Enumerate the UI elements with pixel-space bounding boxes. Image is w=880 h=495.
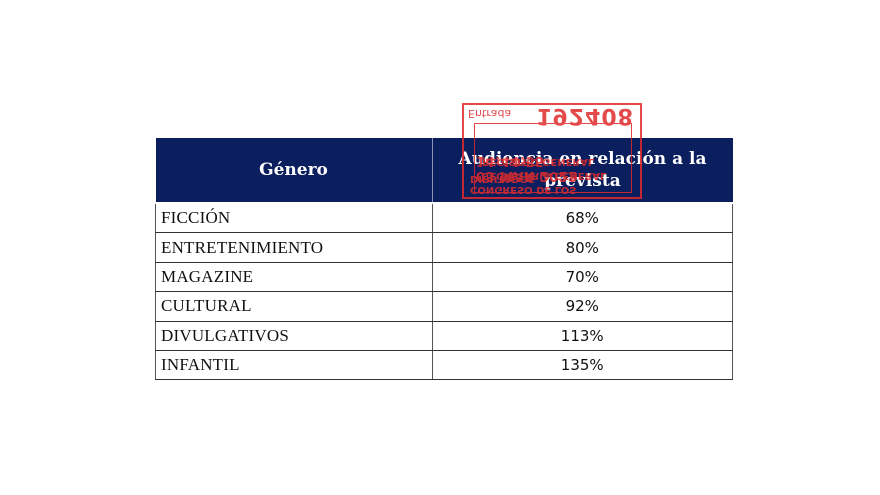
genre-audience-table: Género Audiencia en relación a la previs… bbox=[155, 138, 733, 381]
table-row: DIVULGATIVOS 113% bbox=[155, 321, 733, 351]
audience-cell: 70% bbox=[432, 262, 733, 293]
table-row: ENTRETENIMIENTO 80% bbox=[155, 232, 733, 263]
audience-cell: 80% bbox=[432, 232, 733, 263]
header-audience: Audiencia en relación a la prevista bbox=[432, 138, 733, 203]
genre-cell: CULTURAL bbox=[155, 291, 433, 322]
header-genre: Género bbox=[155, 138, 433, 203]
table-row: FICCIÓN 68% bbox=[155, 202, 733, 234]
genre-cell: MAGAZINE bbox=[155, 262, 433, 293]
genre-cell: INFANTIL bbox=[155, 350, 433, 381]
table-row: MAGAZINE 70% bbox=[155, 262, 733, 293]
table-row: INFANTIL 135% bbox=[155, 350, 733, 381]
audience-cell: 113% bbox=[432, 321, 733, 351]
table-header-row: Género Audiencia en relación a la previs… bbox=[155, 138, 733, 203]
table-row: CULTURAL 92% bbox=[155, 291, 733, 322]
stamp-number: 192408 bbox=[536, 103, 634, 128]
audience-cell: 68% bbox=[432, 202, 733, 234]
stamp-label: Entrada bbox=[468, 107, 512, 120]
audience-cell: 92% bbox=[432, 291, 733, 322]
genre-cell: FICCIÓN bbox=[155, 202, 433, 234]
audience-cell: 135% bbox=[432, 350, 733, 381]
genre-cell: ENTRETENIMIENTO bbox=[155, 232, 433, 263]
genre-cell: DIVULGATIVOS bbox=[155, 321, 433, 351]
